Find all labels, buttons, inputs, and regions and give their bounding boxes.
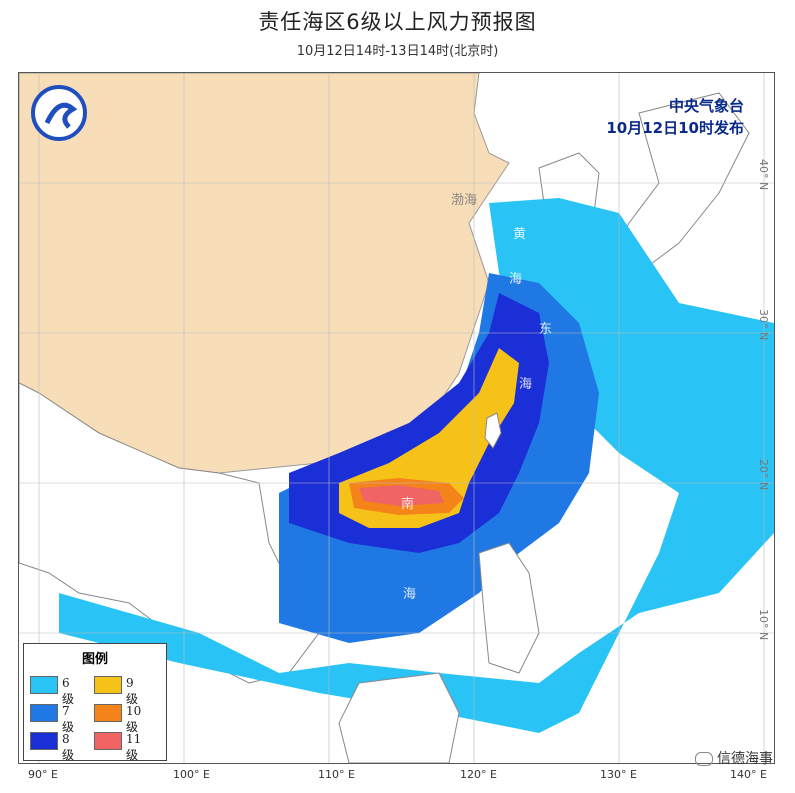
- map-title: 责任海区6级以上风力预报图: [258, 10, 537, 34]
- sea-label-hai1: 海: [509, 272, 523, 287]
- sea-label-huang: 黄: [513, 227, 527, 242]
- lat-label-20: 20° N: [757, 459, 770, 491]
- legend-swatch-10: [94, 704, 122, 722]
- lon-label-110: 110° E: [318, 768, 355, 781]
- sea-label-hai2: 海: [519, 377, 533, 392]
- wind-zone-11: [359, 485, 444, 506]
- sea-label-bohai: 渤海: [451, 193, 478, 208]
- issuer-name: 中央气象台: [668, 97, 744, 115]
- legend-label-11: 11级: [126, 732, 142, 762]
- issuer-info: 中央气象台 10月12日10时发布: [606, 95, 744, 139]
- lon-label-120: 120° E: [460, 768, 497, 781]
- legend-swatch-9: [94, 676, 122, 694]
- watermark-text: 信德海事: [717, 751, 773, 767]
- legend-label-7: 7级: [62, 704, 75, 734]
- forecast-map: 中央气象台 10月12日10时发布 40° N 30° N 20° N 10° …: [18, 72, 775, 764]
- map-canvas: [19, 73, 774, 763]
- lon-label-130: 130° E: [600, 768, 637, 781]
- issue-time: 10月12日10时发布: [606, 119, 744, 137]
- legend-swatch-8: [30, 732, 58, 750]
- map-subtitle: 10月12日14时-13日14时(北京时): [296, 44, 499, 59]
- legend-label-9: 9级: [126, 676, 139, 706]
- lon-label-140: 140° E: [730, 768, 767, 781]
- wechat-icon: [695, 752, 713, 766]
- legend-swatch-6: [30, 676, 58, 694]
- lat-label-30: 30° N: [757, 309, 770, 341]
- taiwan-island: [484, 412, 502, 449]
- philippines: [478, 542, 540, 674]
- lat-label-40: 40° N: [757, 159, 770, 191]
- sea-label-hai3: 海: [403, 587, 417, 602]
- borneo: [338, 672, 460, 763]
- lat-label-10: 10° N: [757, 609, 770, 641]
- cma-logo: [29, 83, 89, 143]
- legend-label-6: 6级: [62, 676, 75, 706]
- indochina: [19, 382, 320, 684]
- watermark: 信德海事: [695, 748, 773, 768]
- graticule: [19, 73, 774, 763]
- wind-zone-6: [59, 198, 774, 733]
- lon-label-100: 100° E: [173, 768, 210, 781]
- sea-label-dong: 东: [539, 322, 553, 337]
- sea-label-nan: 南: [401, 497, 415, 512]
- legend: 图例 6级 9级 7级 10级 8级 11级: [23, 643, 167, 762]
- legend-swatch-7: [30, 704, 58, 722]
- legend-swatch-11: [94, 732, 122, 750]
- legend-label-8: 8级: [62, 732, 75, 762]
- legend-label-10: 10级: [126, 704, 142, 734]
- legend-title: 图例: [81, 652, 108, 667]
- lon-label-90: 90° E: [28, 768, 58, 781]
